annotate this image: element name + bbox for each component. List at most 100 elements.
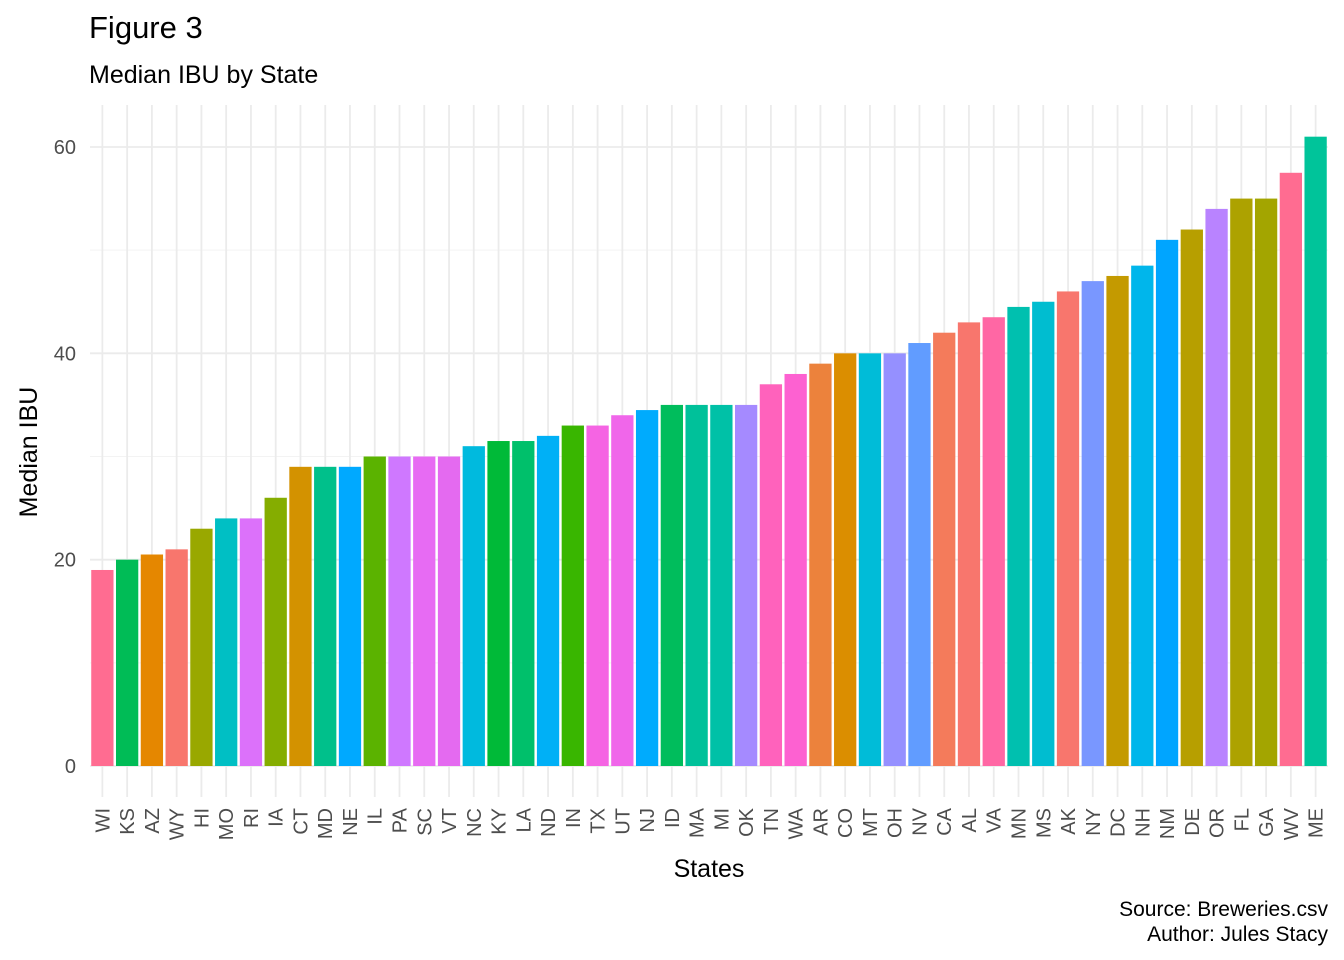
x-tick-label: WI <box>92 808 114 832</box>
bar-hi <box>190 528 213 766</box>
bar-tx <box>586 425 609 766</box>
bar-la <box>512 441 535 766</box>
bar-mt <box>858 353 882 766</box>
bar-ne <box>338 466 362 766</box>
x-tick-label: GA <box>1256 807 1278 837</box>
x-tick-label: VA <box>984 807 1006 833</box>
bar-ga <box>1254 198 1278 767</box>
y-tick-label: 0 <box>65 756 76 778</box>
bar-nv <box>908 343 931 766</box>
bar-ut <box>611 415 634 766</box>
x-tick-label: ME <box>1306 808 1328 838</box>
bar-wa <box>784 373 807 766</box>
chart-title: Figure 3 <box>89 10 203 45</box>
x-tick-label: IA <box>266 807 288 827</box>
bar-wy <box>165 549 188 766</box>
x-tick-label: AL <box>959 808 981 832</box>
x-tick-label: MT <box>860 808 882 837</box>
x-axis-title: States <box>674 855 745 883</box>
bar-fl <box>1230 198 1253 767</box>
x-tick-label: CO <box>835 808 857 838</box>
bar-mi <box>710 404 733 766</box>
x-tick-label: NV <box>909 807 931 835</box>
bar-id <box>660 404 684 766</box>
x-tick-label: SC <box>414 808 436 836</box>
x-tick-label: OK <box>736 807 758 837</box>
bar-wv <box>1279 172 1303 766</box>
y-axis-ticks: 0 20 40 60 <box>54 137 76 778</box>
x-tick-label: AZ <box>142 808 164 834</box>
bar-ma <box>685 404 708 766</box>
x-tick-label: DC <box>1108 808 1130 837</box>
x-axis-ticks: WI KS AZ WY HI MO RI IA CT MD NE IL PA SC VT NC KY LA ND IN… <box>92 807 1327 840</box>
x-tick-label: MA <box>687 807 709 838</box>
bar-me <box>1304 136 1327 766</box>
bar-in <box>561 425 584 766</box>
x-tick-label: KY <box>489 808 511 835</box>
x-tick-label: MN <box>1009 808 1031 839</box>
bar-de <box>1180 229 1203 767</box>
x-tick-label: NE <box>340 808 362 836</box>
bar-ms <box>1032 301 1055 766</box>
x-tick-label: DE <box>1182 808 1204 836</box>
bar-ia <box>264 497 287 766</box>
bar-al <box>957 322 981 766</box>
x-tick-label: KS <box>117 808 139 835</box>
bar-sc <box>413 456 436 766</box>
y-axis-title: Median IBU <box>15 387 43 518</box>
x-tick-label: TX <box>588 808 610 834</box>
x-tick-label: NM <box>1157 808 1179 839</box>
x-tick-label: MO <box>216 808 238 840</box>
bar-ct <box>289 466 312 766</box>
bar-dc <box>1106 275 1129 766</box>
bar-tn <box>759 384 783 766</box>
caption-source: Source: Breweries.csv <box>1119 898 1328 921</box>
y-tick-label: 60 <box>54 137 76 159</box>
chart-caption: Source: Breweries.csv Author: Jules Stac… <box>1119 897 1328 947</box>
bar-ar <box>809 363 832 766</box>
x-tick-label: IL <box>365 808 387 825</box>
y-tick-label: 40 <box>54 343 76 365</box>
x-tick-label: TN <box>761 808 783 835</box>
caption-author: Author: Jules Stacy <box>1147 923 1328 946</box>
x-tick-label: IN <box>563 808 585 828</box>
bar-co <box>834 353 857 766</box>
bar-pa <box>388 456 411 766</box>
x-tick-label: HI <box>191 808 213 828</box>
y-tick-label: 20 <box>54 550 76 572</box>
bar-nj <box>635 410 659 766</box>
bar-mn <box>1007 306 1030 766</box>
bar-il <box>363 456 386 766</box>
bar-ri <box>239 518 263 766</box>
bar-ok <box>734 404 758 766</box>
x-tick-label: FL <box>1231 808 1253 831</box>
bar-va <box>982 317 1005 766</box>
x-tick-label: AK <box>1058 807 1080 834</box>
x-tick-label: CA <box>934 807 956 835</box>
bar-nd <box>536 435 560 766</box>
bar-wi <box>91 569 114 766</box>
x-tick-label: NC <box>464 808 486 837</box>
bar-az <box>140 554 164 766</box>
chart-subtitle: Median IBU by State <box>89 61 319 89</box>
bar-mo <box>215 518 238 766</box>
bar-nh <box>1131 265 1154 766</box>
x-tick-label: OH <box>885 808 907 838</box>
bar-ky <box>487 441 510 766</box>
bar-vt <box>437 456 461 766</box>
x-tick-label: UT <box>612 808 634 835</box>
bars <box>91 136 1327 767</box>
x-tick-label: WA <box>786 807 808 839</box>
x-tick-label: AR <box>810 808 832 836</box>
bar-or <box>1205 208 1228 766</box>
x-tick-label: MS <box>1033 808 1055 838</box>
x-tick-label: NJ <box>637 808 659 832</box>
x-tick-label: NH <box>1132 808 1154 837</box>
x-tick-label: CT <box>290 808 312 835</box>
x-tick-label: ID <box>662 808 684 828</box>
x-tick-label: MD <box>315 808 337 839</box>
x-tick-label: NY <box>1083 808 1105 836</box>
bar-ca <box>933 332 956 766</box>
bar-ak <box>1056 291 1080 766</box>
